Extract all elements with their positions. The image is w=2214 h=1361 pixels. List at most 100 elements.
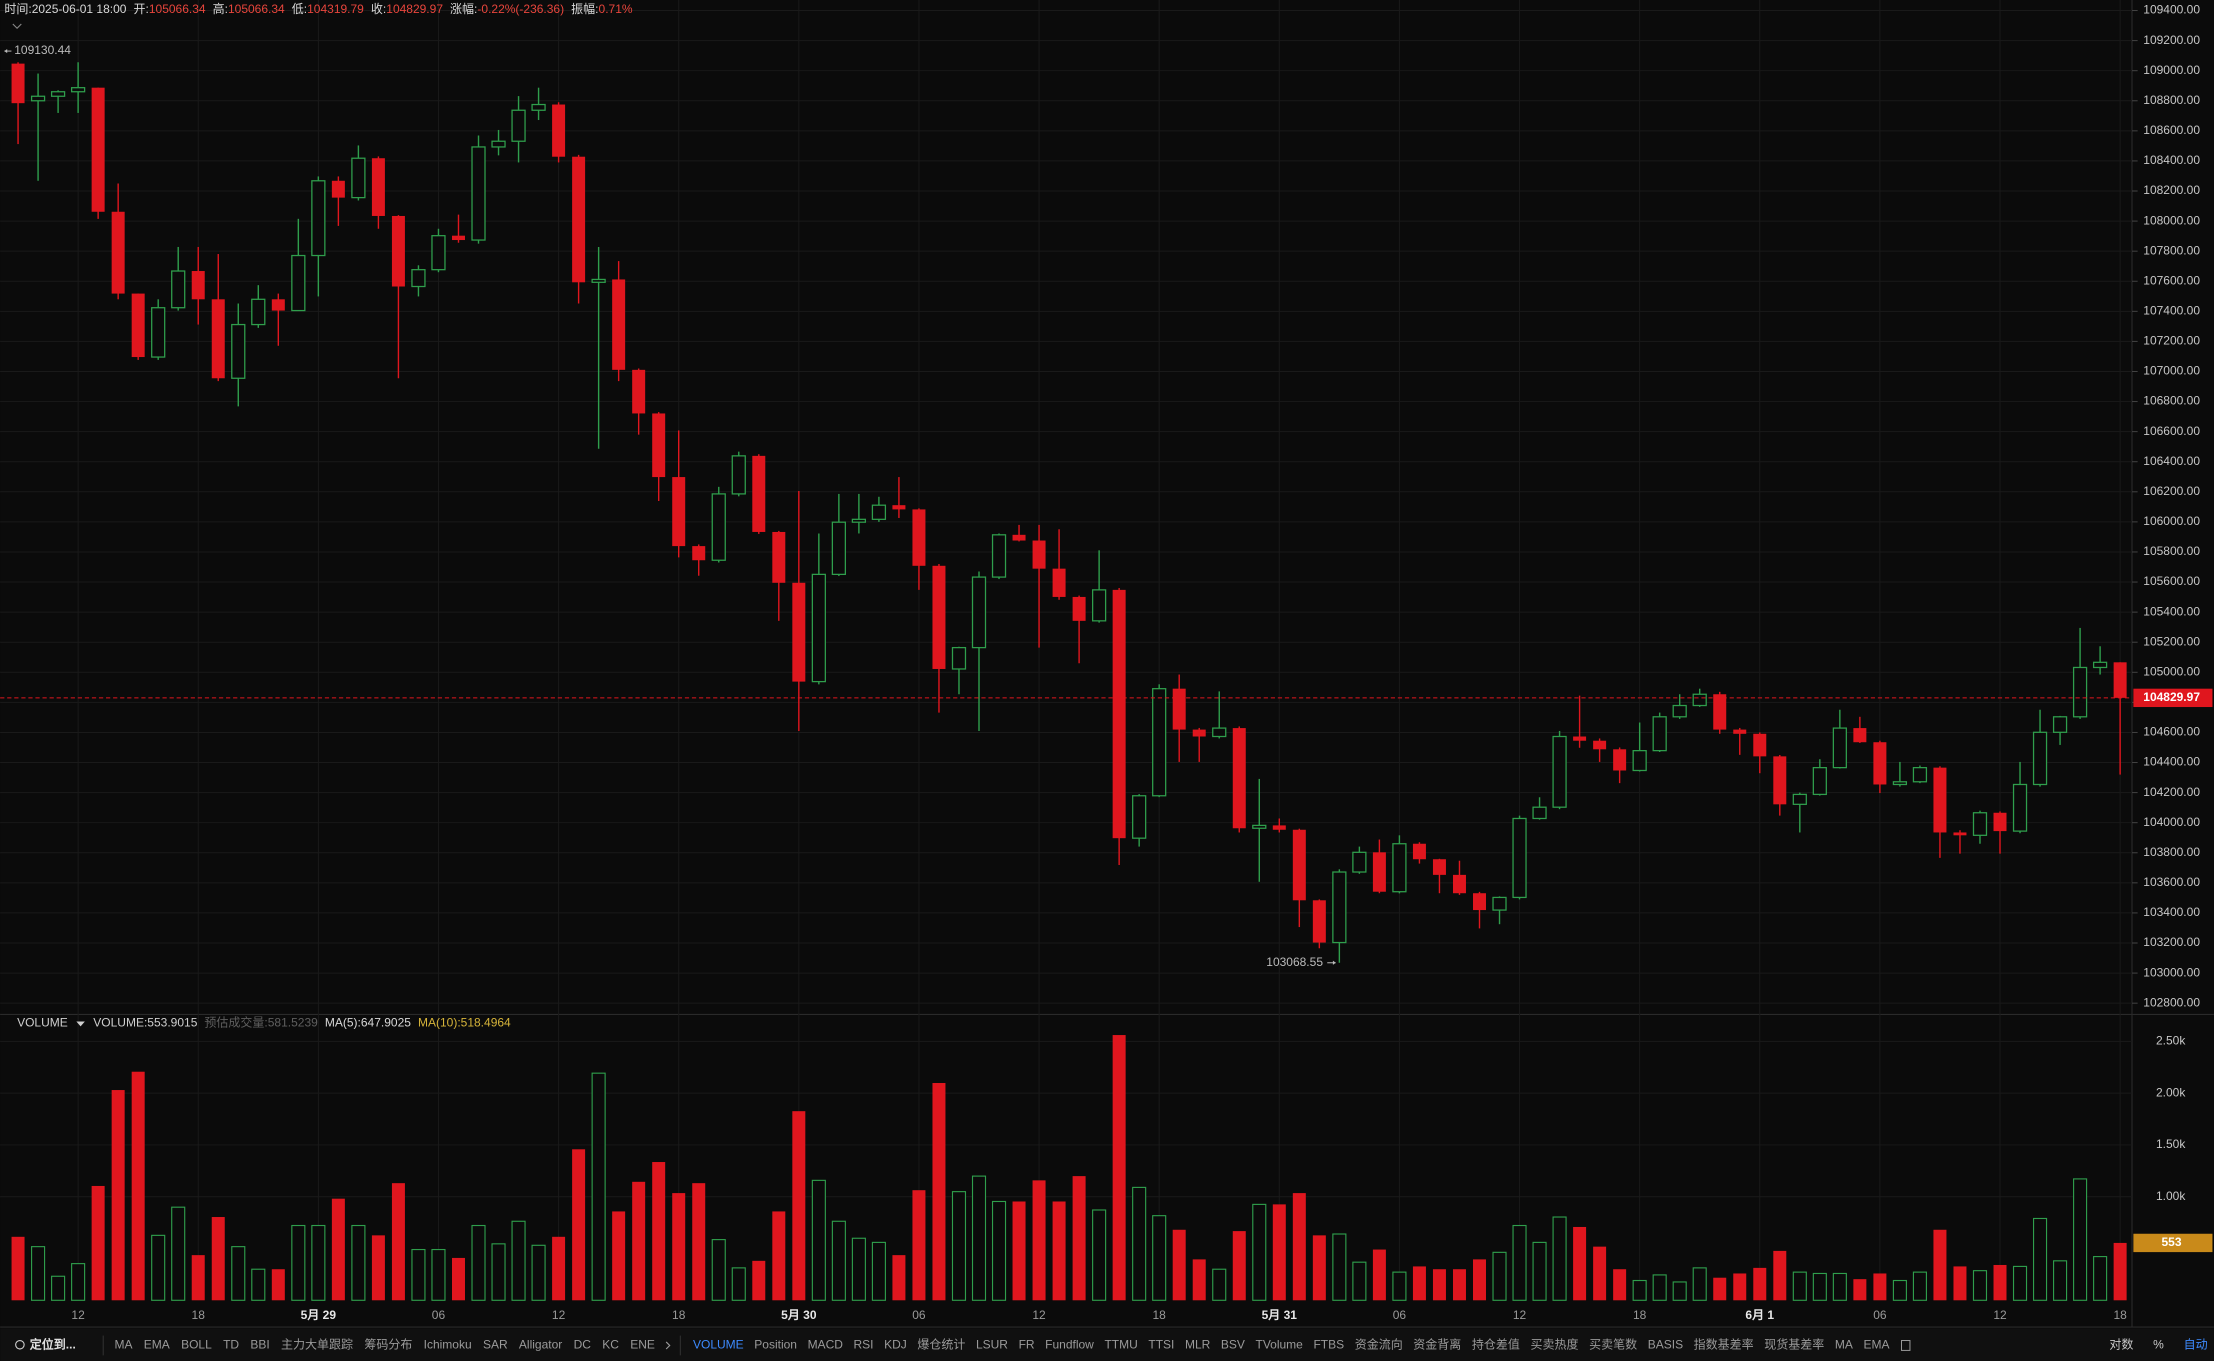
candle-body bbox=[111, 211, 125, 294]
candle-body bbox=[2012, 783, 2028, 832]
indicator-button[interactable]: MA bbox=[1835, 1338, 1853, 1352]
candle-body bbox=[1012, 534, 1026, 541]
y-tick-label: 104600.00 bbox=[2143, 725, 2200, 739]
indicator-button[interactable]: 爆仓统计 bbox=[917, 1338, 965, 1352]
indicator-button[interactable]: MACD bbox=[808, 1338, 844, 1352]
y-tick-label: 108000.00 bbox=[2143, 213, 2200, 227]
x-tick-label: 18 bbox=[1153, 1308, 1167, 1322]
candle-body bbox=[1672, 704, 1687, 718]
candle-body bbox=[632, 369, 646, 414]
indicator-button[interactable]: 持仓差值 bbox=[1472, 1337, 1520, 1352]
indicator-button[interactable]: 买卖笔数 bbox=[1589, 1337, 1637, 1352]
candle-body bbox=[1713, 694, 1727, 730]
candle-body bbox=[2072, 666, 2088, 718]
indicator-button[interactable]: BASIS bbox=[1648, 1338, 1683, 1352]
candle-body bbox=[831, 521, 846, 576]
header-collapse[interactable] bbox=[12, 23, 22, 30]
volume-bar bbox=[871, 1241, 886, 1301]
edit-button[interactable] bbox=[1900, 1340, 1911, 1351]
indicator-button[interactable]: TVolume bbox=[1255, 1338, 1303, 1352]
candle-body bbox=[1912, 767, 1928, 783]
volume-bar bbox=[612, 1211, 626, 1301]
volume-bar bbox=[892, 1255, 906, 1301]
more-button[interactable] bbox=[665, 1341, 671, 1350]
indicator-button[interactable]: 买卖热度 bbox=[1531, 1337, 1579, 1352]
indicator-button[interactable]: TTMU bbox=[1104, 1338, 1137, 1352]
indicator-button[interactable]: BOLL bbox=[181, 1338, 212, 1352]
volume-bar bbox=[1573, 1226, 1587, 1301]
indicator-button[interactable]: 资金背离 bbox=[1413, 1337, 1461, 1352]
candle-body bbox=[1573, 736, 1587, 741]
y-tick-label: 106400.00 bbox=[2143, 454, 2200, 468]
indicator-readout: MA(5):647.9025 bbox=[325, 1016, 411, 1030]
candle-body bbox=[1232, 728, 1246, 829]
indicator-button[interactable]: BBI bbox=[250, 1338, 269, 1352]
volume-bar bbox=[772, 1211, 786, 1301]
indicator-button[interactable]: KDJ bbox=[884, 1338, 907, 1352]
header-value: 104829.97 bbox=[386, 2, 443, 16]
indicator-button[interactable]: KC bbox=[602, 1338, 619, 1352]
header-label: 时间: bbox=[4, 2, 31, 16]
indicator-dropdown[interactable] bbox=[76, 1021, 85, 1027]
high-marker-label: 109130.44 bbox=[14, 43, 71, 57]
indicator-button[interactable]: RSI bbox=[854, 1338, 874, 1352]
volume-bar bbox=[351, 1224, 366, 1301]
locate-icon[interactable] bbox=[15, 1339, 25, 1350]
volume-bar bbox=[951, 1191, 967, 1301]
indicator-button[interactable]: LSUR bbox=[976, 1338, 1008, 1352]
indicator-name[interactable]: VOLUME bbox=[17, 1016, 68, 1030]
y-tick-label: 108400.00 bbox=[2143, 153, 2200, 167]
indicator-button[interactable]: MA bbox=[114, 1338, 132, 1352]
candle-body bbox=[1773, 756, 1787, 805]
last-volume-label: 553 bbox=[2162, 1235, 2182, 1249]
indicator-button[interactable]: VOLUME bbox=[693, 1338, 744, 1352]
volume-bar bbox=[411, 1248, 426, 1301]
indicator-button[interactable]: MLR bbox=[1185, 1338, 1211, 1352]
indicator-button[interactable]: TD bbox=[223, 1338, 239, 1352]
indicator-button[interactable]: DC bbox=[574, 1338, 592, 1352]
indicator-button[interactable]: EMA bbox=[144, 1338, 170, 1352]
volume-bar bbox=[1953, 1266, 1967, 1301]
y-tick-label: 107800.00 bbox=[2143, 243, 2200, 257]
indicator-button[interactable]: Position bbox=[754, 1338, 797, 1352]
candle-body bbox=[711, 493, 726, 561]
indicator-button[interactable]: 现货基差率 bbox=[1764, 1337, 1824, 1352]
indicator-button[interactable]: 主力大单跟踪 bbox=[281, 1338, 353, 1352]
volume-bar bbox=[1412, 1266, 1426, 1301]
volume-bar bbox=[1152, 1215, 1167, 1301]
option-button[interactable]: 对数 bbox=[2109, 1337, 2133, 1352]
y-tick-label: 103800.00 bbox=[2143, 845, 2200, 859]
candle-body bbox=[892, 505, 906, 510]
locate-button[interactable]: 定位到... bbox=[30, 1337, 76, 1352]
indicator-button[interactable]: BSV bbox=[1221, 1338, 1245, 1352]
indicator-button[interactable]: EMA bbox=[1863, 1338, 1889, 1352]
y-tick-label: 2.00k bbox=[2156, 1085, 2186, 1099]
indicator-button[interactable]: SAR bbox=[483, 1338, 508, 1352]
y-tick-label: 109000.00 bbox=[2143, 63, 2200, 77]
indicator-button[interactable]: FTBS bbox=[1313, 1338, 1344, 1352]
option-button[interactable]: 自动 bbox=[2184, 1338, 2208, 1352]
indicator-button[interactable]: FR bbox=[1019, 1338, 1035, 1352]
x-tick-label: 12 bbox=[552, 1308, 566, 1322]
indicator-button[interactable]: TTSI bbox=[1148, 1338, 1174, 1352]
candle-body bbox=[1432, 859, 1446, 875]
volume-bar bbox=[1092, 1209, 1107, 1301]
y-tick-label: 103600.00 bbox=[2143, 875, 2200, 889]
indicator-button[interactable]: 筹码分布 bbox=[364, 1338, 412, 1352]
indicator-button[interactable]: Ichimoku bbox=[424, 1338, 472, 1352]
indicator-button[interactable]: 资金流向 bbox=[1355, 1337, 1403, 1352]
option-button[interactable]: % bbox=[2153, 1338, 2164, 1352]
candle-body bbox=[792, 582, 806, 682]
indicator-button[interactable]: Fundflow bbox=[1045, 1338, 1094, 1352]
indicator-button[interactable]: ENE bbox=[630, 1338, 655, 1352]
indicator-button[interactable]: Alligator bbox=[519, 1338, 562, 1352]
indicator-button[interactable]: 指数基差率 bbox=[1694, 1337, 1754, 1352]
candle-body bbox=[391, 215, 405, 287]
volume-bar bbox=[1272, 1204, 1286, 1301]
candle-body bbox=[1272, 825, 1286, 830]
volume-bar bbox=[1713, 1277, 1727, 1301]
y-tick-label: 106800.00 bbox=[2143, 394, 2200, 408]
y-tick-label: 102800.00 bbox=[2143, 995, 2200, 1009]
candle-body bbox=[1733, 729, 1747, 734]
volume-bar bbox=[271, 1269, 285, 1301]
